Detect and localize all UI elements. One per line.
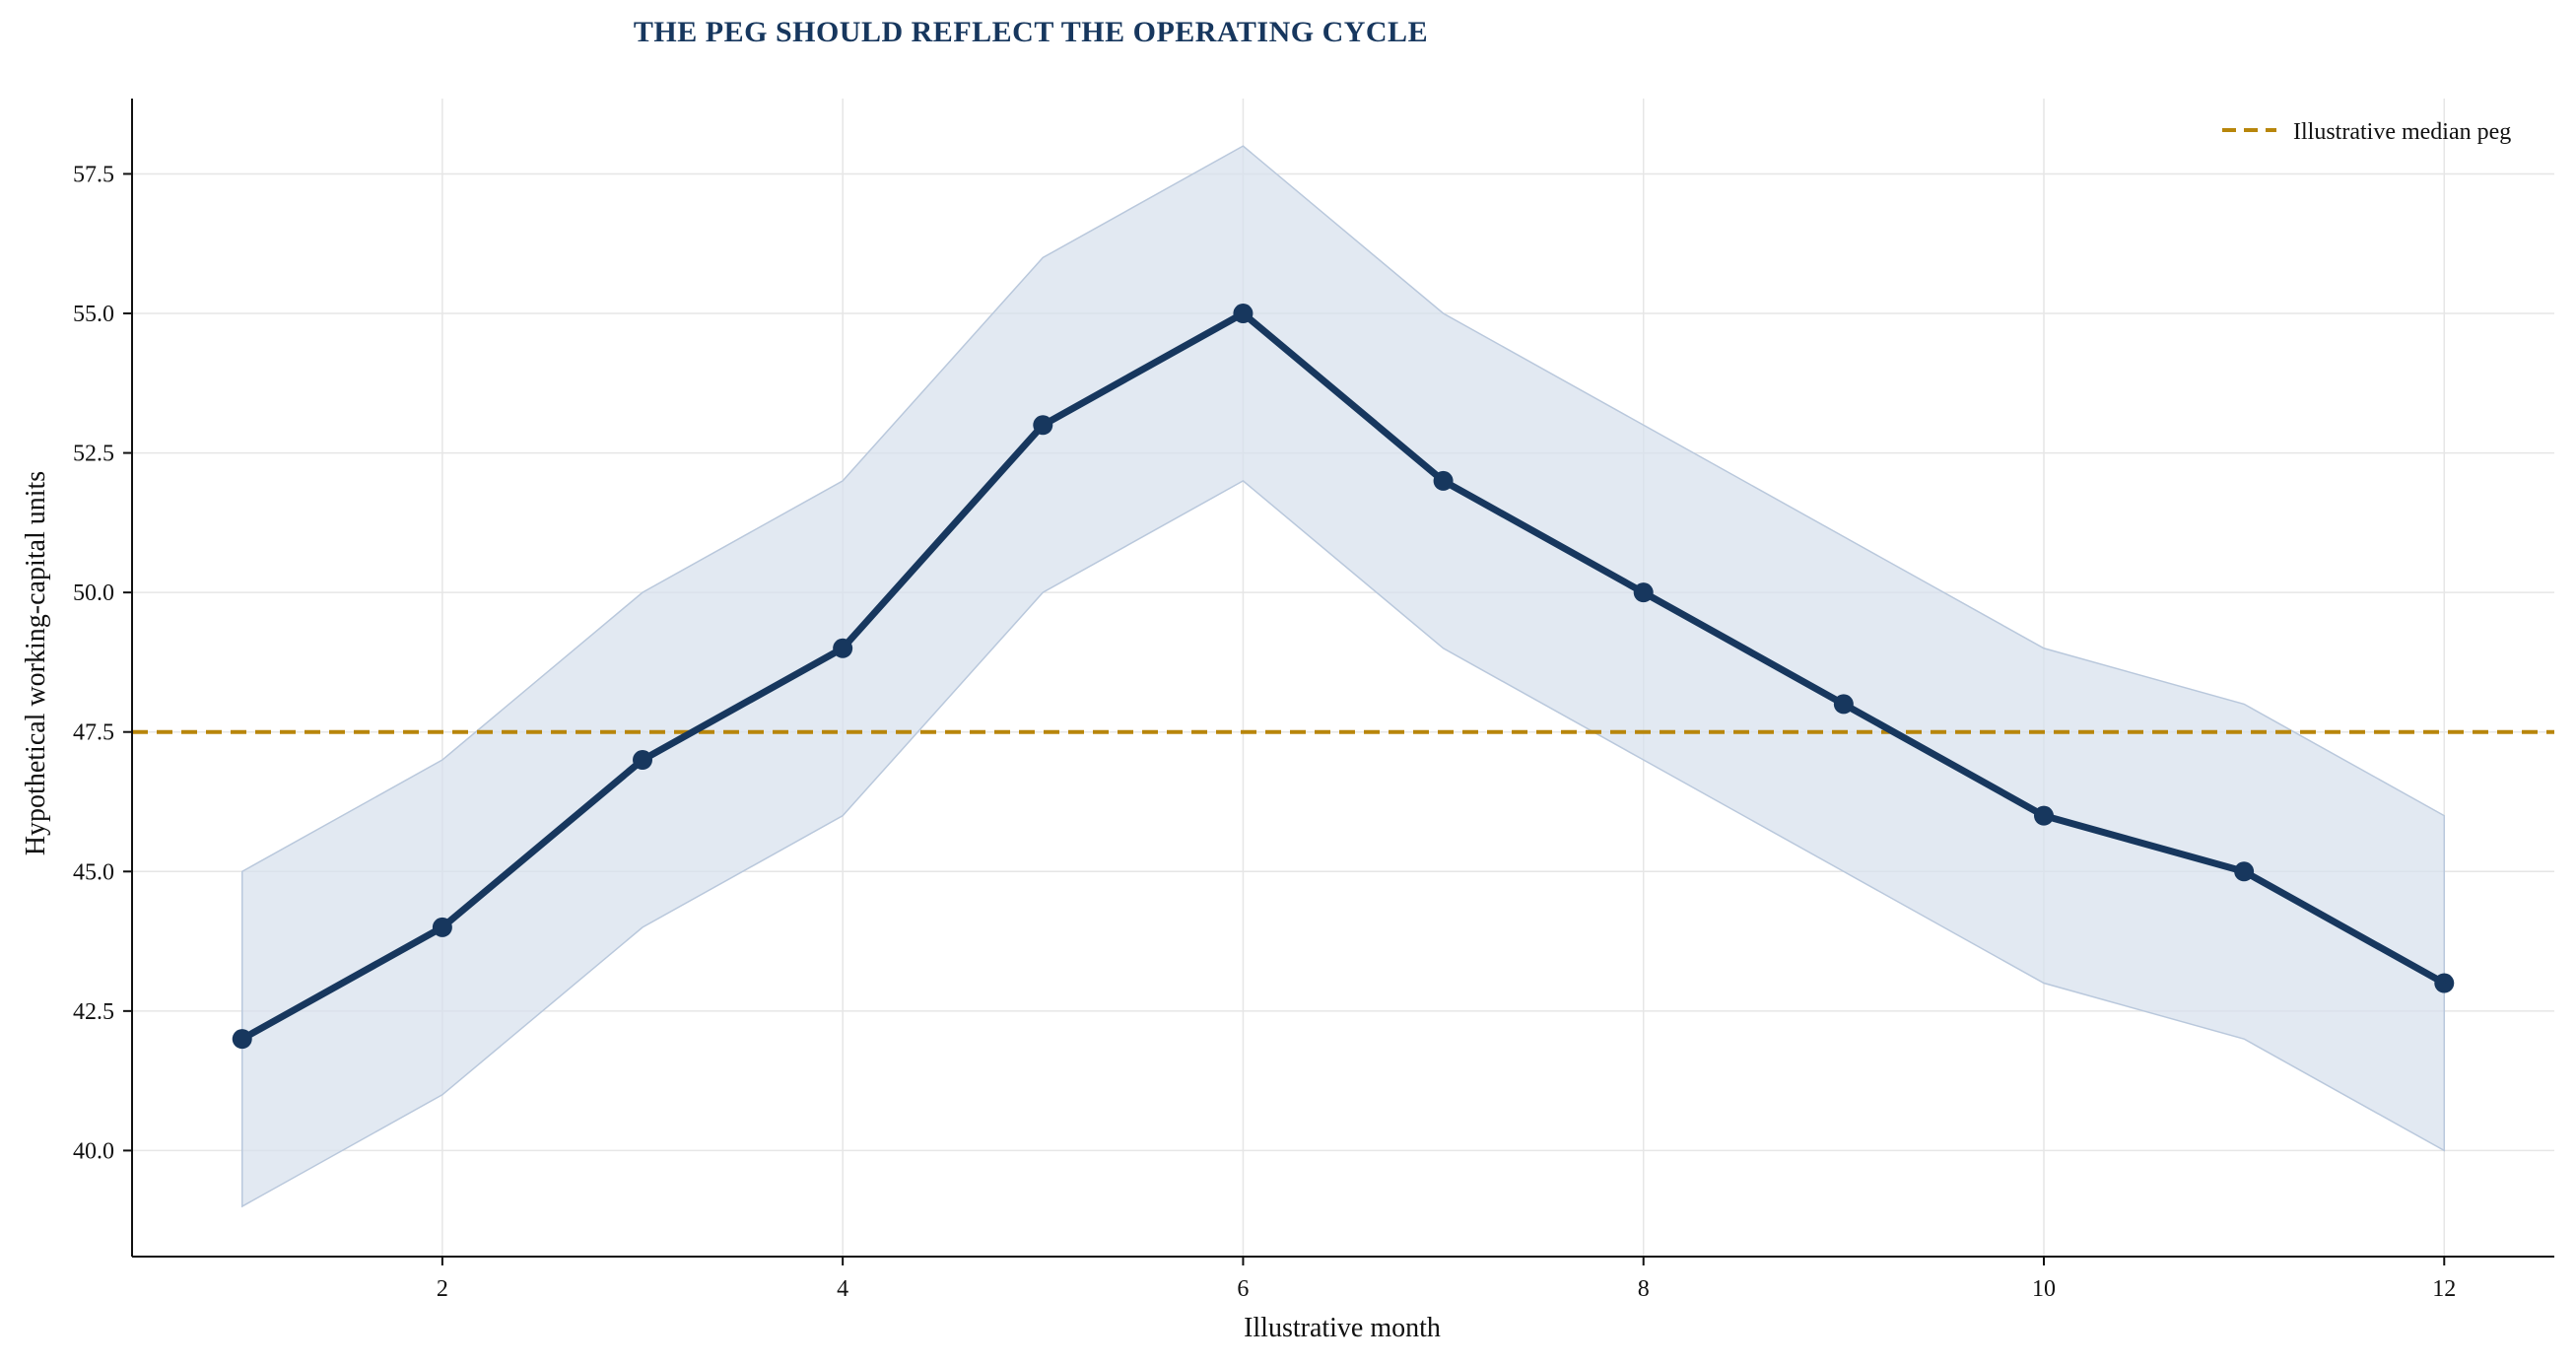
data-point-8 [1633,582,1654,603]
x-tick-label-6: 6 [1237,1276,1249,1302]
x-axis-ticks: 2 4 6 8 10 12 [437,1257,2456,1302]
data-point-5 [1033,415,1053,436]
y-axis-label: Hypothetical working-capital units [21,471,51,855]
data-point-3 [633,750,653,771]
y-tick-label-5: 52.5 [73,442,114,467]
chart-title: THE PEG SHOULD REFLECT THE OPERATING CYC… [634,16,1428,48]
y-tick-label-7: 57.5 [73,162,114,187]
y-axis-ticks: 40.0 42.5 45.0 47.5 50.0 52.5 55.0 57.5 [73,162,132,1164]
confidence-band [240,145,2446,1208]
data-point-10 [2033,805,2054,826]
y-tick-label-2: 45.0 [73,859,114,885]
x-tick-label-10: 10 [2032,1276,2056,1302]
series-layer [232,304,2455,1050]
x-tick-label-4: 4 [837,1276,848,1302]
y-tick-label-0: 40.0 [73,1138,114,1164]
data-point-7 [1433,470,1454,491]
y-tick-label-1: 42.5 [73,999,114,1025]
legend-label-median-peg: Illustrative median peg [2293,119,2511,145]
data-point-9 [1833,694,1854,715]
y-tick-label-3: 47.5 [73,720,114,746]
x-tick-label-2: 2 [437,1276,448,1302]
data-point-6 [1233,304,1254,324]
data-point-2 [432,917,452,937]
data-point-11 [2234,861,2255,882]
data-point-4 [833,638,853,658]
y-tick-label-6: 55.0 [73,302,114,327]
y-tick-label-4: 50.0 [73,580,114,606]
x-tick-label-12: 12 [2432,1276,2456,1302]
x-tick-label-8: 8 [1638,1276,1650,1302]
series-line-0 [238,309,2448,1043]
axes [131,99,2554,1258]
legend: Illustrative median peg [2222,119,2511,145]
x-axis-label: Illustrative month [1244,1313,1441,1343]
data-point-1 [232,1029,252,1050]
band-area [240,145,2446,1208]
data-point-12 [2434,973,2455,993]
